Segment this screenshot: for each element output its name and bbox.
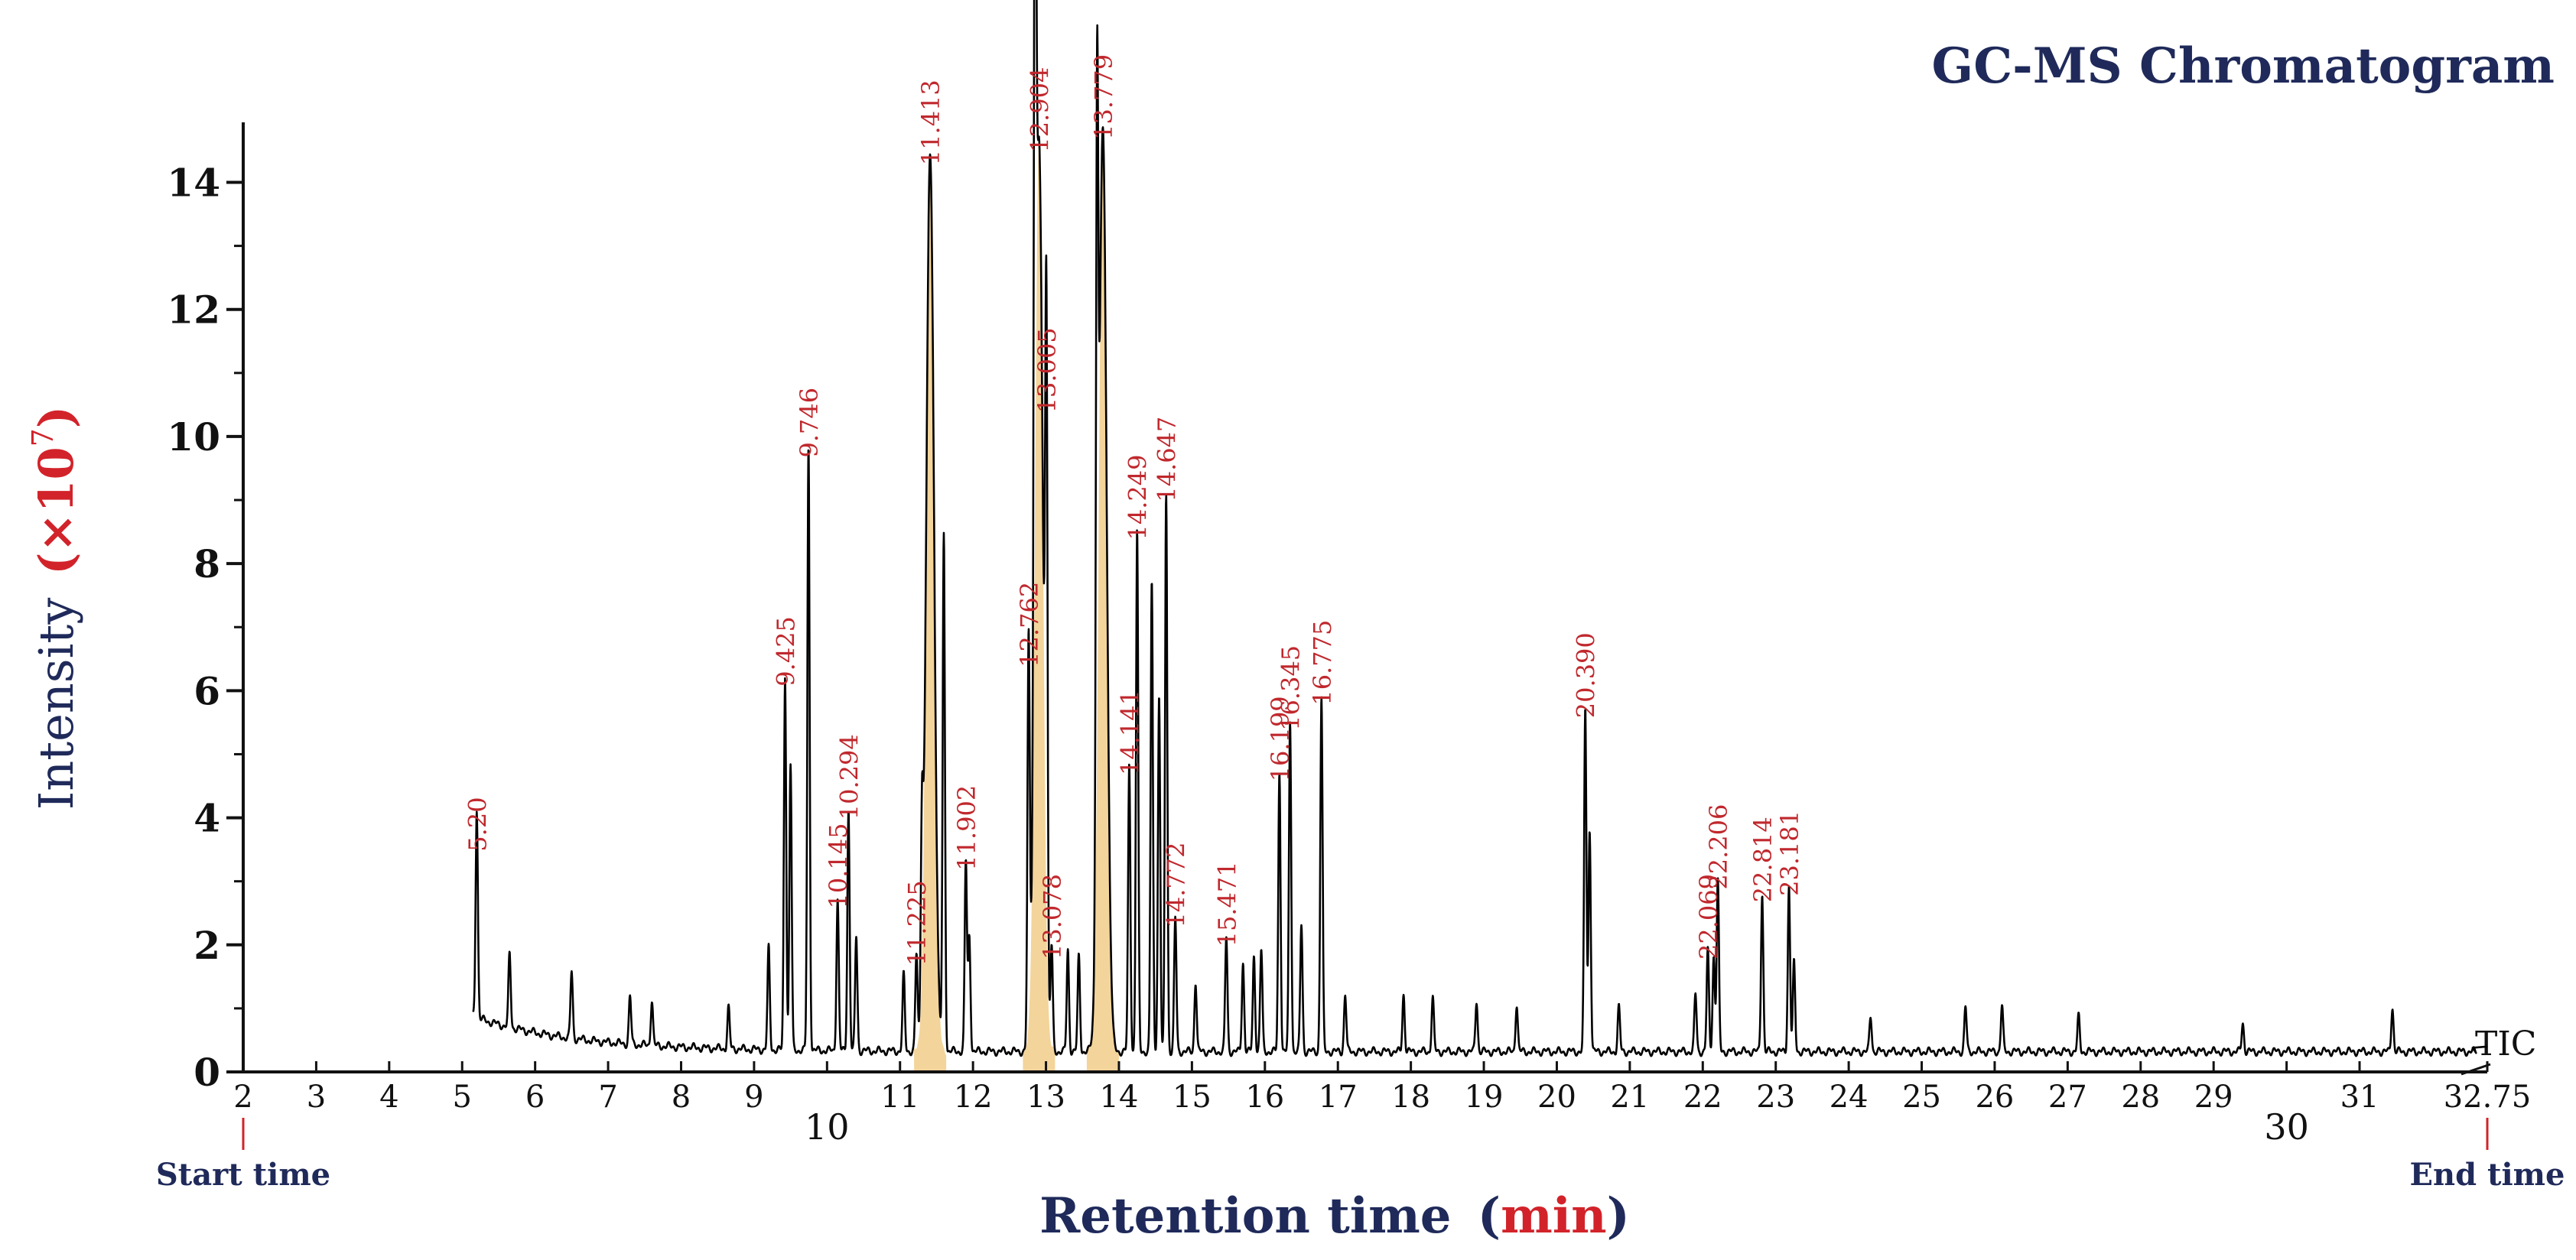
- x-axis-unit: min: [1501, 1187, 1607, 1245]
- y-axis-unit: (: [28, 553, 84, 575]
- x-tick-label: 16: [1245, 1080, 1284, 1115]
- x-tick-label: 14: [1100, 1080, 1139, 1115]
- x-tick-label: 32.75: [2444, 1080, 2532, 1115]
- x-tick-label: 6: [525, 1080, 545, 1115]
- peak-label: 14.249: [1124, 455, 1153, 541]
- y-axis-label-text: Intensity: [28, 598, 84, 810]
- x-axis-label-text: Retention time: [1039, 1187, 1451, 1245]
- x-tick-label: 9: [744, 1080, 763, 1115]
- x-tick-label: 31: [2340, 1080, 2379, 1115]
- peak-label: 11.225: [903, 880, 932, 966]
- peak-label: 22.814: [1748, 817, 1778, 902]
- x-tick-label: 4: [379, 1080, 398, 1115]
- peak-label: 23.181: [1775, 810, 1804, 896]
- x-tick-label: 15: [1173, 1080, 1212, 1115]
- peak-label: 11.902: [952, 785, 981, 871]
- peak-label: 14.141: [1115, 690, 1144, 775]
- peak-label: 14.772: [1162, 843, 1191, 928]
- peak-label: 12.904: [1025, 67, 1054, 153]
- y-tick-label: 8: [194, 541, 220, 586]
- y-axis-unit-close: ): [28, 406, 84, 428]
- x-tick-label: 25: [1902, 1080, 1941, 1115]
- x-tick-label: 13: [1026, 1080, 1065, 1115]
- x-tick-label: 29: [2194, 1080, 2233, 1115]
- x-axis-label: Retention time (min): [1039, 1187, 1630, 1245]
- peak-label: 12.762: [1015, 582, 1044, 667]
- y-axis-unit-multiplier: ×10: [28, 447, 84, 552]
- tic-label: TIC: [2475, 1025, 2536, 1064]
- peak-label: 16.345: [1277, 645, 1306, 731]
- x-tick-label: 11: [880, 1080, 919, 1115]
- highlighted-peak-area: [1086, 127, 1119, 1073]
- highlighted-peak-area: [1023, 138, 1055, 1072]
- x-tick-label: 2: [233, 1080, 252, 1115]
- y-tick-label: 6: [194, 668, 220, 713]
- x-tick-label: 23: [1756, 1080, 1795, 1115]
- x-tick-label: 5: [453, 1080, 472, 1115]
- x-tick-label: 24: [1830, 1080, 1869, 1115]
- peak-label: 13.779: [1089, 54, 1118, 140]
- start-time-label: Start time: [156, 1157, 330, 1193]
- x-tick-label: 17: [1319, 1080, 1358, 1115]
- x-axis-unit-open: (: [1478, 1187, 1501, 1245]
- peak-label: 9.746: [795, 388, 824, 458]
- x-axis-unit-close: ): [1607, 1187, 1630, 1245]
- peak-label: 22.069: [1694, 874, 1723, 960]
- peak-label: 9.425: [772, 616, 801, 687]
- peak-label: 20.390: [1572, 632, 1601, 718]
- peak-label: 10.294: [834, 734, 864, 820]
- peak-label: 13.078: [1038, 874, 1067, 960]
- peak-label: 16.199: [1266, 696, 1295, 781]
- chart-title: GC-MS Chromatogram: [1932, 37, 2555, 95]
- tic-trace-line: [472, 0, 2488, 1057]
- peak-label: 15.471: [1212, 861, 1241, 947]
- y-tick-label: 4: [194, 796, 220, 841]
- y-axis-label: Intensity (×107): [26, 406, 84, 810]
- y-tick-label: 10: [167, 414, 220, 460]
- x-tick-label: 19: [1465, 1080, 1504, 1115]
- y-axis-unit-exponent: 7: [26, 428, 60, 447]
- x-tick-label: 27: [2048, 1080, 2087, 1115]
- x-tick-label-major: 10: [805, 1106, 850, 1148]
- x-tick-label: 21: [1610, 1080, 1649, 1115]
- x-tick-label: 3: [307, 1080, 326, 1115]
- y-tick-label: 14: [167, 160, 220, 205]
- peak-label: 16.775: [1308, 620, 1337, 706]
- y-tick-label: 2: [194, 923, 220, 968]
- x-tick-label: 7: [598, 1080, 617, 1115]
- peak-label: 13.005: [1033, 327, 1062, 413]
- x-tick-label: 20: [1537, 1080, 1576, 1115]
- end-time-label: End time: [2410, 1157, 2565, 1193]
- y-tick-label: 12: [167, 287, 220, 333]
- x-tick-label: 26: [1975, 1080, 2014, 1115]
- x-tick-label-major: 30: [2264, 1106, 2309, 1148]
- x-tick-label: 28: [2121, 1080, 2160, 1115]
- peak-label: 10.145: [824, 823, 853, 909]
- y-tick-label: 0: [194, 1050, 220, 1095]
- peak-label: 22.206: [1704, 804, 1733, 890]
- peak-label: 11.413: [916, 80, 945, 165]
- peak-label: 14.647: [1153, 417, 1182, 502]
- highlighted-peak-area: [914, 154, 947, 1072]
- x-tick-label: 22: [1683, 1080, 1722, 1115]
- x-tick-label: 18: [1391, 1080, 1430, 1115]
- x-tick-label: 8: [672, 1080, 691, 1115]
- peak-label: 5.20: [463, 797, 492, 851]
- x-tick-label: 12: [954, 1080, 993, 1115]
